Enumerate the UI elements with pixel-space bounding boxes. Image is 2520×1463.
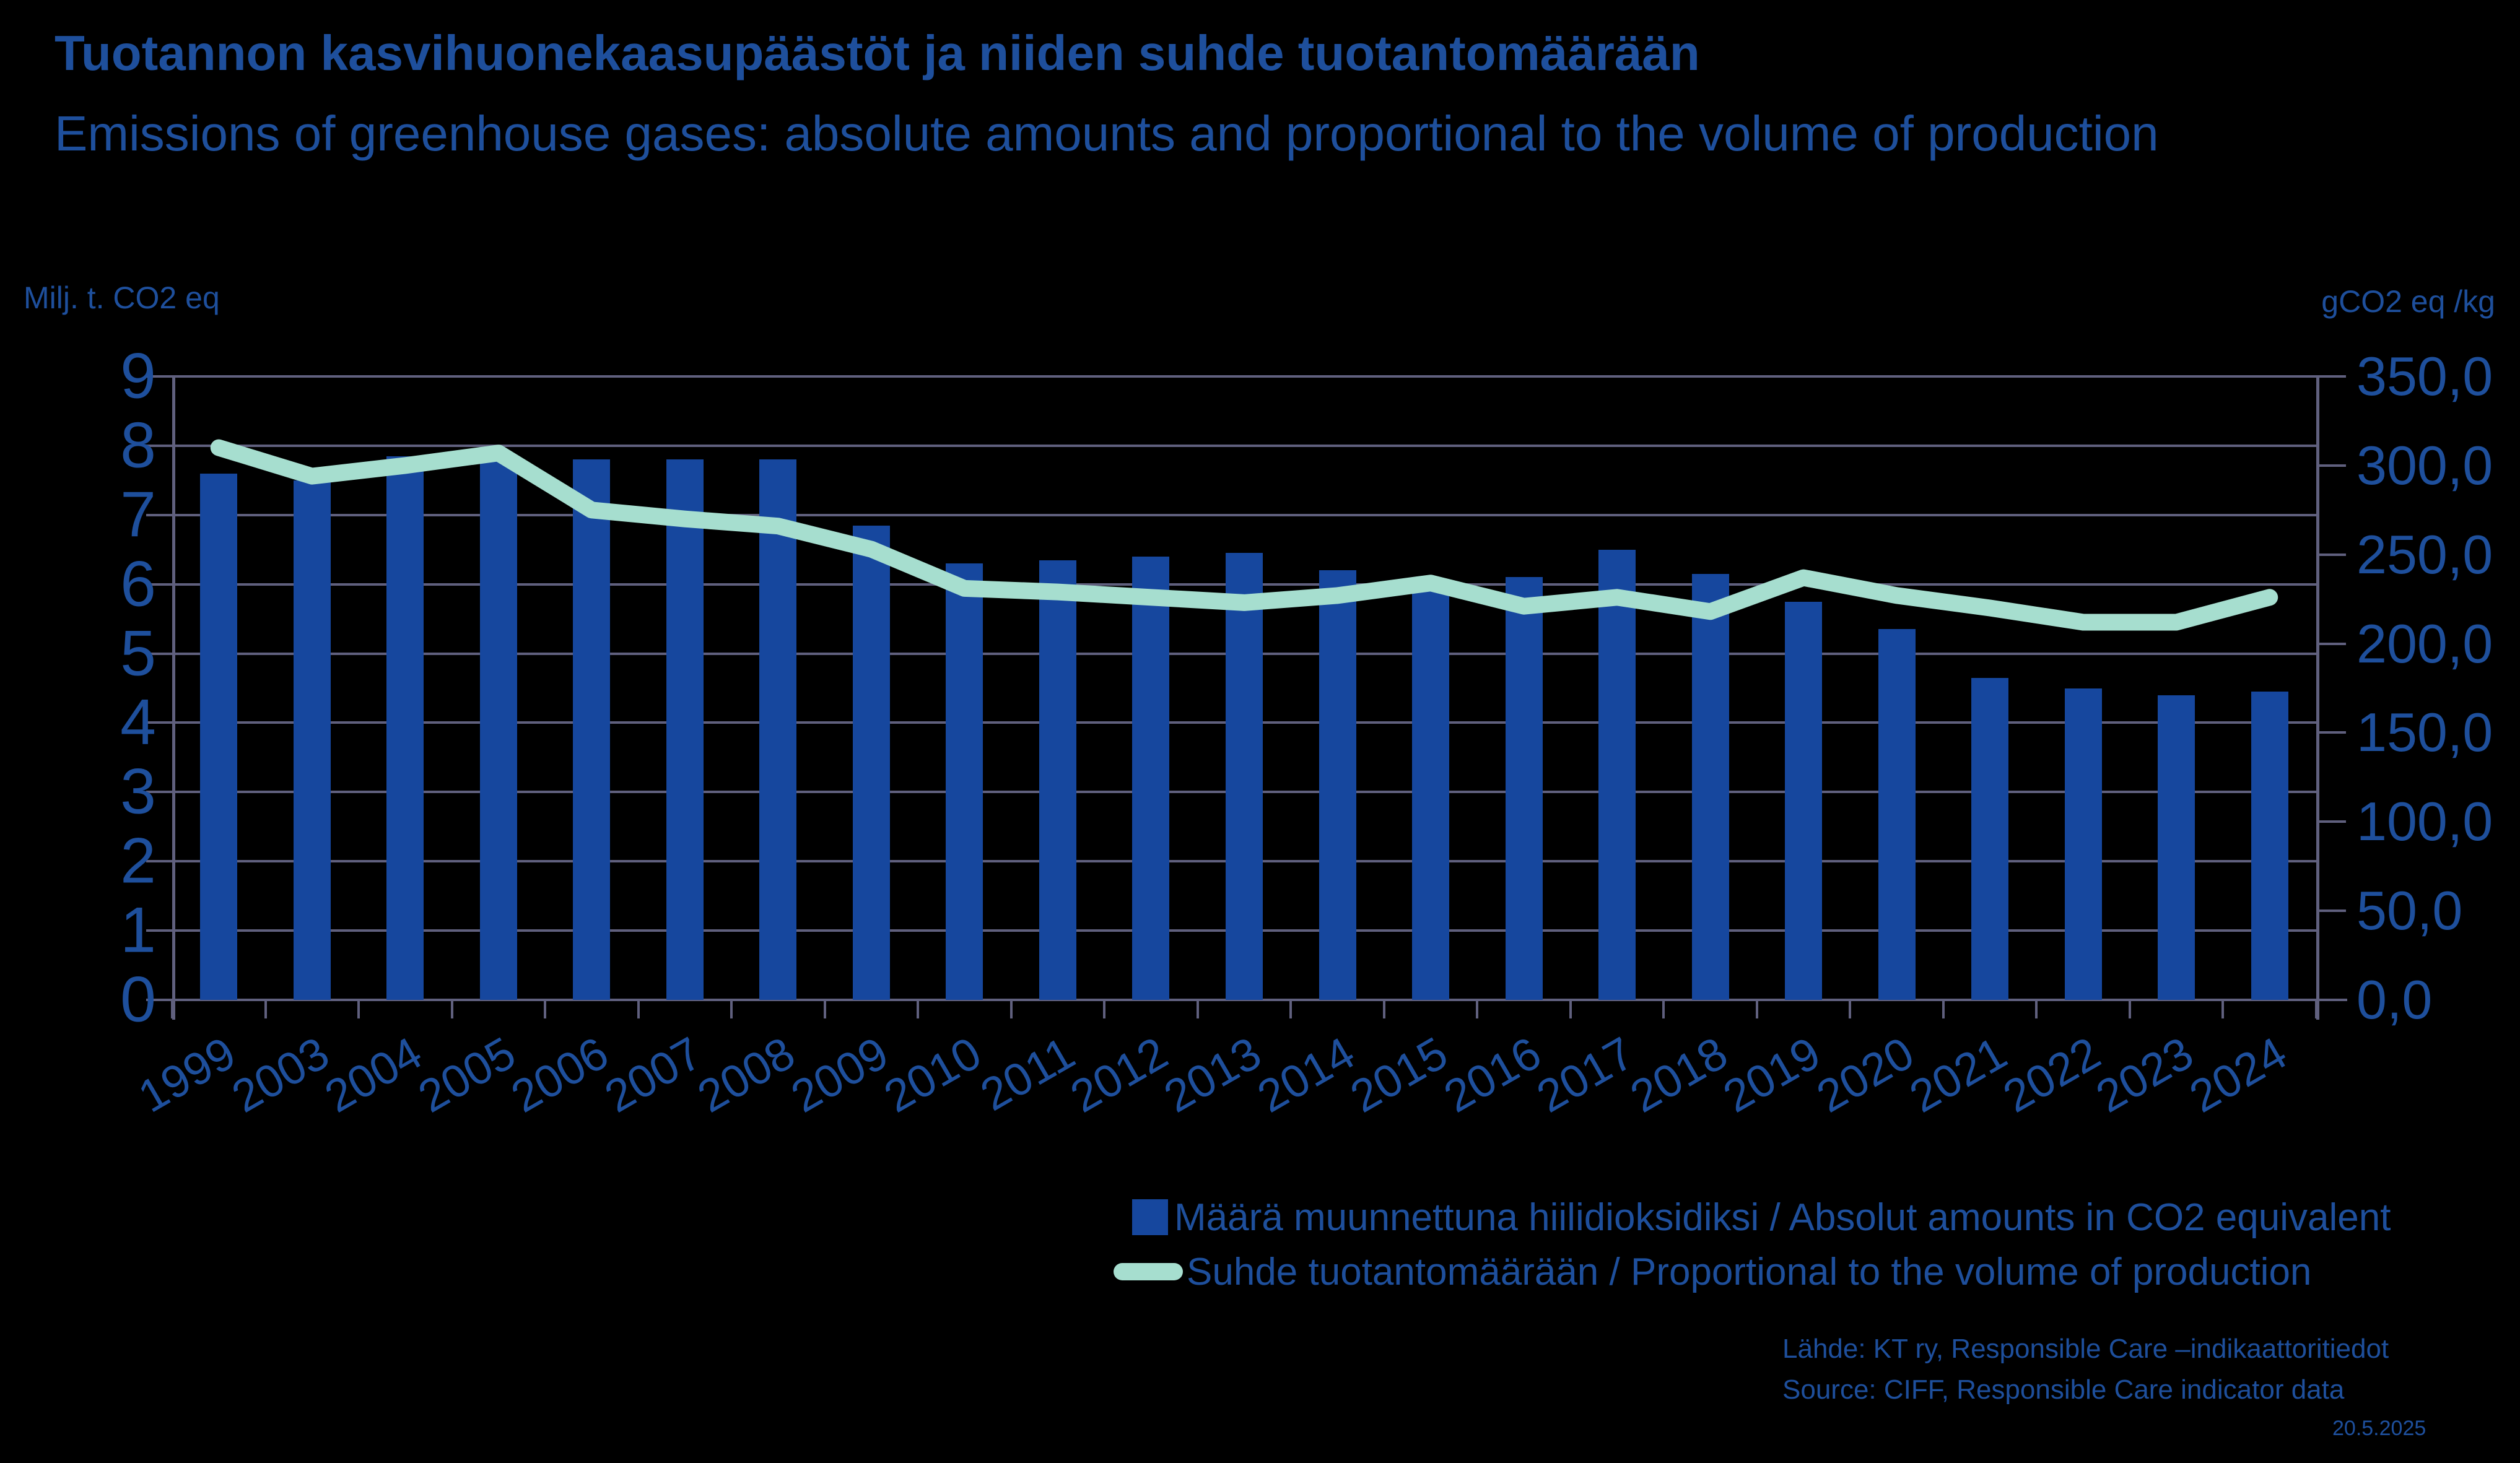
bar <box>1039 560 1076 1000</box>
x-axis-tick <box>637 1000 640 1018</box>
y-axis-label-left: 9 <box>120 340 156 412</box>
y-axis-label-left: 2 <box>120 825 156 897</box>
y-axis-label-right: 50,0 <box>2357 880 2463 942</box>
line-series-swatch-icon <box>1114 1263 1183 1280</box>
x-axis-tick <box>544 1000 547 1018</box>
x-axis-tick <box>1009 1000 1013 1018</box>
y-axis-label-right: 350,0 <box>2357 345 2493 407</box>
bar <box>1598 549 1636 1000</box>
bar <box>386 456 424 1000</box>
right-axis-tick <box>2316 820 2346 823</box>
gridline <box>146 375 2316 378</box>
source-block: Lähde: KT ry, Responsible Care –indikaat… <box>1782 1329 2389 1410</box>
y-axis-label-right: 300,0 <box>2357 434 2493 496</box>
bar <box>1878 629 1916 1000</box>
legend-item-line: Suhde tuotantomäärään / Proportional to … <box>1114 1244 2391 1299</box>
bar-series-swatch-icon <box>1132 1199 1168 1235</box>
bar <box>2158 695 2195 1000</box>
x-axis-tick <box>2221 1000 2225 1018</box>
bar <box>1319 570 1356 1000</box>
bar <box>200 473 238 1000</box>
x-axis-tick <box>1662 1000 1665 1018</box>
x-axis-tick <box>450 1000 453 1018</box>
x-axis-tick <box>2035 1000 2038 1018</box>
gridline <box>146 999 2347 1001</box>
right-axis-tick <box>2316 464 2346 467</box>
y-axis-label-left: 1 <box>120 894 156 966</box>
bar <box>2251 692 2288 1000</box>
y-axis-label-right: 150,0 <box>2357 701 2493 763</box>
right-axis-tick <box>2316 909 2346 913</box>
y-axis-label-left: 4 <box>120 686 156 758</box>
right-axis-tick <box>2316 642 2346 645</box>
bar <box>759 459 797 1000</box>
bar <box>573 459 611 1000</box>
right-axis-tick <box>2316 375 2346 378</box>
x-axis-tick <box>2128 1000 2131 1018</box>
x-axis-tick <box>171 1000 173 1018</box>
y-axis-label-left: 8 <box>120 409 156 482</box>
y-axis-label-right: 0,0 <box>2357 969 2433 1030</box>
right-axis-tick <box>2316 553 2346 556</box>
y-axis-label-left: 0 <box>120 963 156 1036</box>
bar <box>293 480 331 1000</box>
right-axis-tick <box>2316 731 2346 734</box>
ratio-line <box>210 439 2278 631</box>
date-label: 20.5.2025 <box>2332 1417 2426 1440</box>
x-axis-tick <box>264 1000 267 1018</box>
bar <box>479 459 517 1000</box>
x-axis-tick <box>1849 1000 1852 1018</box>
gridline <box>146 444 2316 447</box>
x-axis-tick <box>917 1000 920 1018</box>
right-axis-line <box>2316 376 2319 1020</box>
bar <box>946 563 983 1000</box>
x-axis-tick <box>730 1000 733 1018</box>
chart-legend: Määrä muunnettuna hiilidioksidiksi / Abs… <box>1114 1190 2391 1299</box>
source-text-en: Source: CIFF, Responsible Care indicator… <box>1782 1374 2345 1405</box>
bar <box>1132 556 1170 1000</box>
x-axis-tick <box>2315 1000 2317 1018</box>
legend-label-line: Suhde tuotantomäärään / Proportional to … <box>1187 1250 2312 1293</box>
y-axis-label-left: 7 <box>120 479 156 551</box>
legend-label-bars: Määrä muunnettuna hiilidioksidiksi / Abs… <box>1174 1196 2391 1239</box>
x-axis-tick <box>1569 1000 1572 1018</box>
x-axis-tick <box>357 1000 360 1018</box>
x-axis-tick <box>1103 1000 1106 1018</box>
bar <box>666 459 704 1000</box>
left-axis-line <box>172 376 175 1020</box>
title-block: Tuotannon kasvihuonekaasupäästöt ja niid… <box>54 14 2197 175</box>
bar <box>1226 553 1263 1000</box>
x-axis-tick <box>1289 1000 1293 1018</box>
bar <box>1971 677 2009 1000</box>
bar <box>2064 688 2102 1000</box>
x-axis-tick <box>1196 1000 1199 1018</box>
y-axis-label-left: 3 <box>120 755 156 828</box>
bar <box>1691 573 1729 1000</box>
chart-subtitle: Emissions of greenhouse gases: absolute … <box>54 106 2159 161</box>
y-axis-label-right: 100,0 <box>2357 791 2493 853</box>
right-axis-tick <box>2316 999 2346 1001</box>
bar <box>1505 577 1543 1000</box>
x-axis-tick <box>1382 1000 1385 1018</box>
y-axis-label-right: 250,0 <box>2357 523 2493 585</box>
legend-item-bars: Määrä muunnettuna hiilidioksidiksi / Abs… <box>1132 1190 2391 1244</box>
left-axis-title: Milj. t. CO2 eq <box>24 280 220 315</box>
right-axis-title: gCO2 eq /kg <box>2321 284 2495 319</box>
x-axis-tick <box>823 1000 826 1018</box>
bar <box>852 525 890 1000</box>
y-axis-label-left: 6 <box>120 548 156 620</box>
chart-title: Tuotannon kasvihuonekaasupäästöt ja niid… <box>54 25 1700 80</box>
x-axis-tick <box>1942 1000 1945 1018</box>
source-text-fi: Lähde: KT ry, Responsible Care –indikaat… <box>1782 1334 2389 1364</box>
y-axis-label-left: 5 <box>120 617 156 690</box>
y-axis-label-right: 200,0 <box>2357 612 2493 674</box>
x-axis-tick <box>1476 1000 1479 1018</box>
bar <box>1412 581 1450 1000</box>
x-axis-tick <box>1755 1000 1758 1018</box>
gridline <box>146 513 2316 516</box>
bar <box>1785 601 1823 1000</box>
